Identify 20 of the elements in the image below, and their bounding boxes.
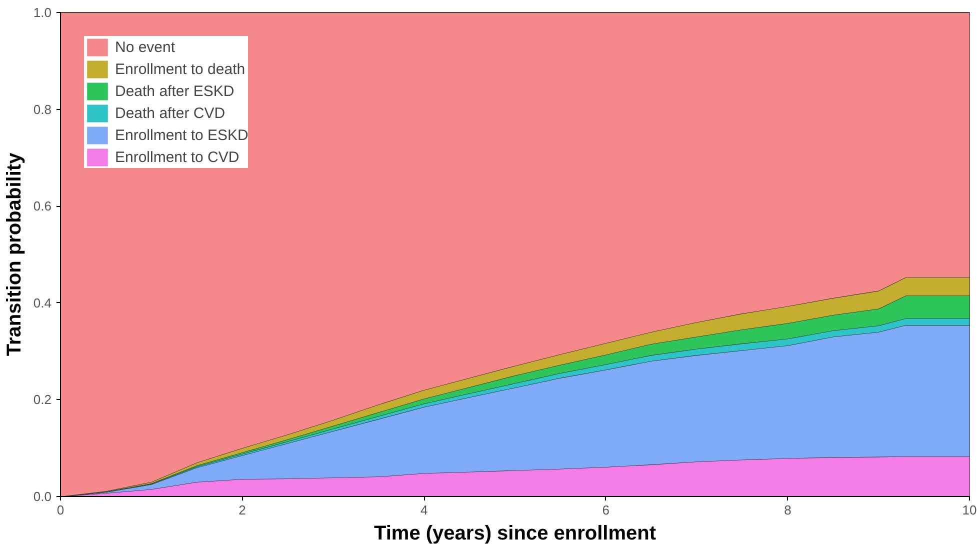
- x-tick-label: 4: [420, 502, 428, 518]
- x-tick-label: 10: [962, 502, 977, 518]
- legend-label: Enrollment to death: [115, 60, 246, 80]
- x-tick-label: 6: [602, 502, 610, 518]
- legend-label: Death after CVD: [115, 104, 226, 124]
- legend-label: Enrollment to ESKD: [115, 126, 248, 146]
- x-tick-label: 8: [784, 502, 792, 518]
- legend-label: Death after ESKD: [115, 82, 234, 102]
- y-tick-label: 0.8: [33, 102, 52, 117]
- legend-label: Enrollment to CVD: [115, 148, 240, 168]
- x-axis-title: Time (years) since enrollment: [374, 522, 656, 544]
- y-tick-label: 0.2: [33, 392, 52, 408]
- legend-label: No event: [115, 38, 176, 58]
- y-tick-label: 0.6: [33, 198, 52, 214]
- x-tick-label: 2: [238, 502, 246, 518]
- y-axis-title: Transition probability: [3, 152, 26, 356]
- y-tick-label: 0.0: [33, 489, 52, 504]
- x-tick-label: 0: [56, 502, 64, 518]
- y-tick-label: 1.0: [33, 5, 52, 20]
- y-tick-label: 0.4: [33, 295, 52, 310]
